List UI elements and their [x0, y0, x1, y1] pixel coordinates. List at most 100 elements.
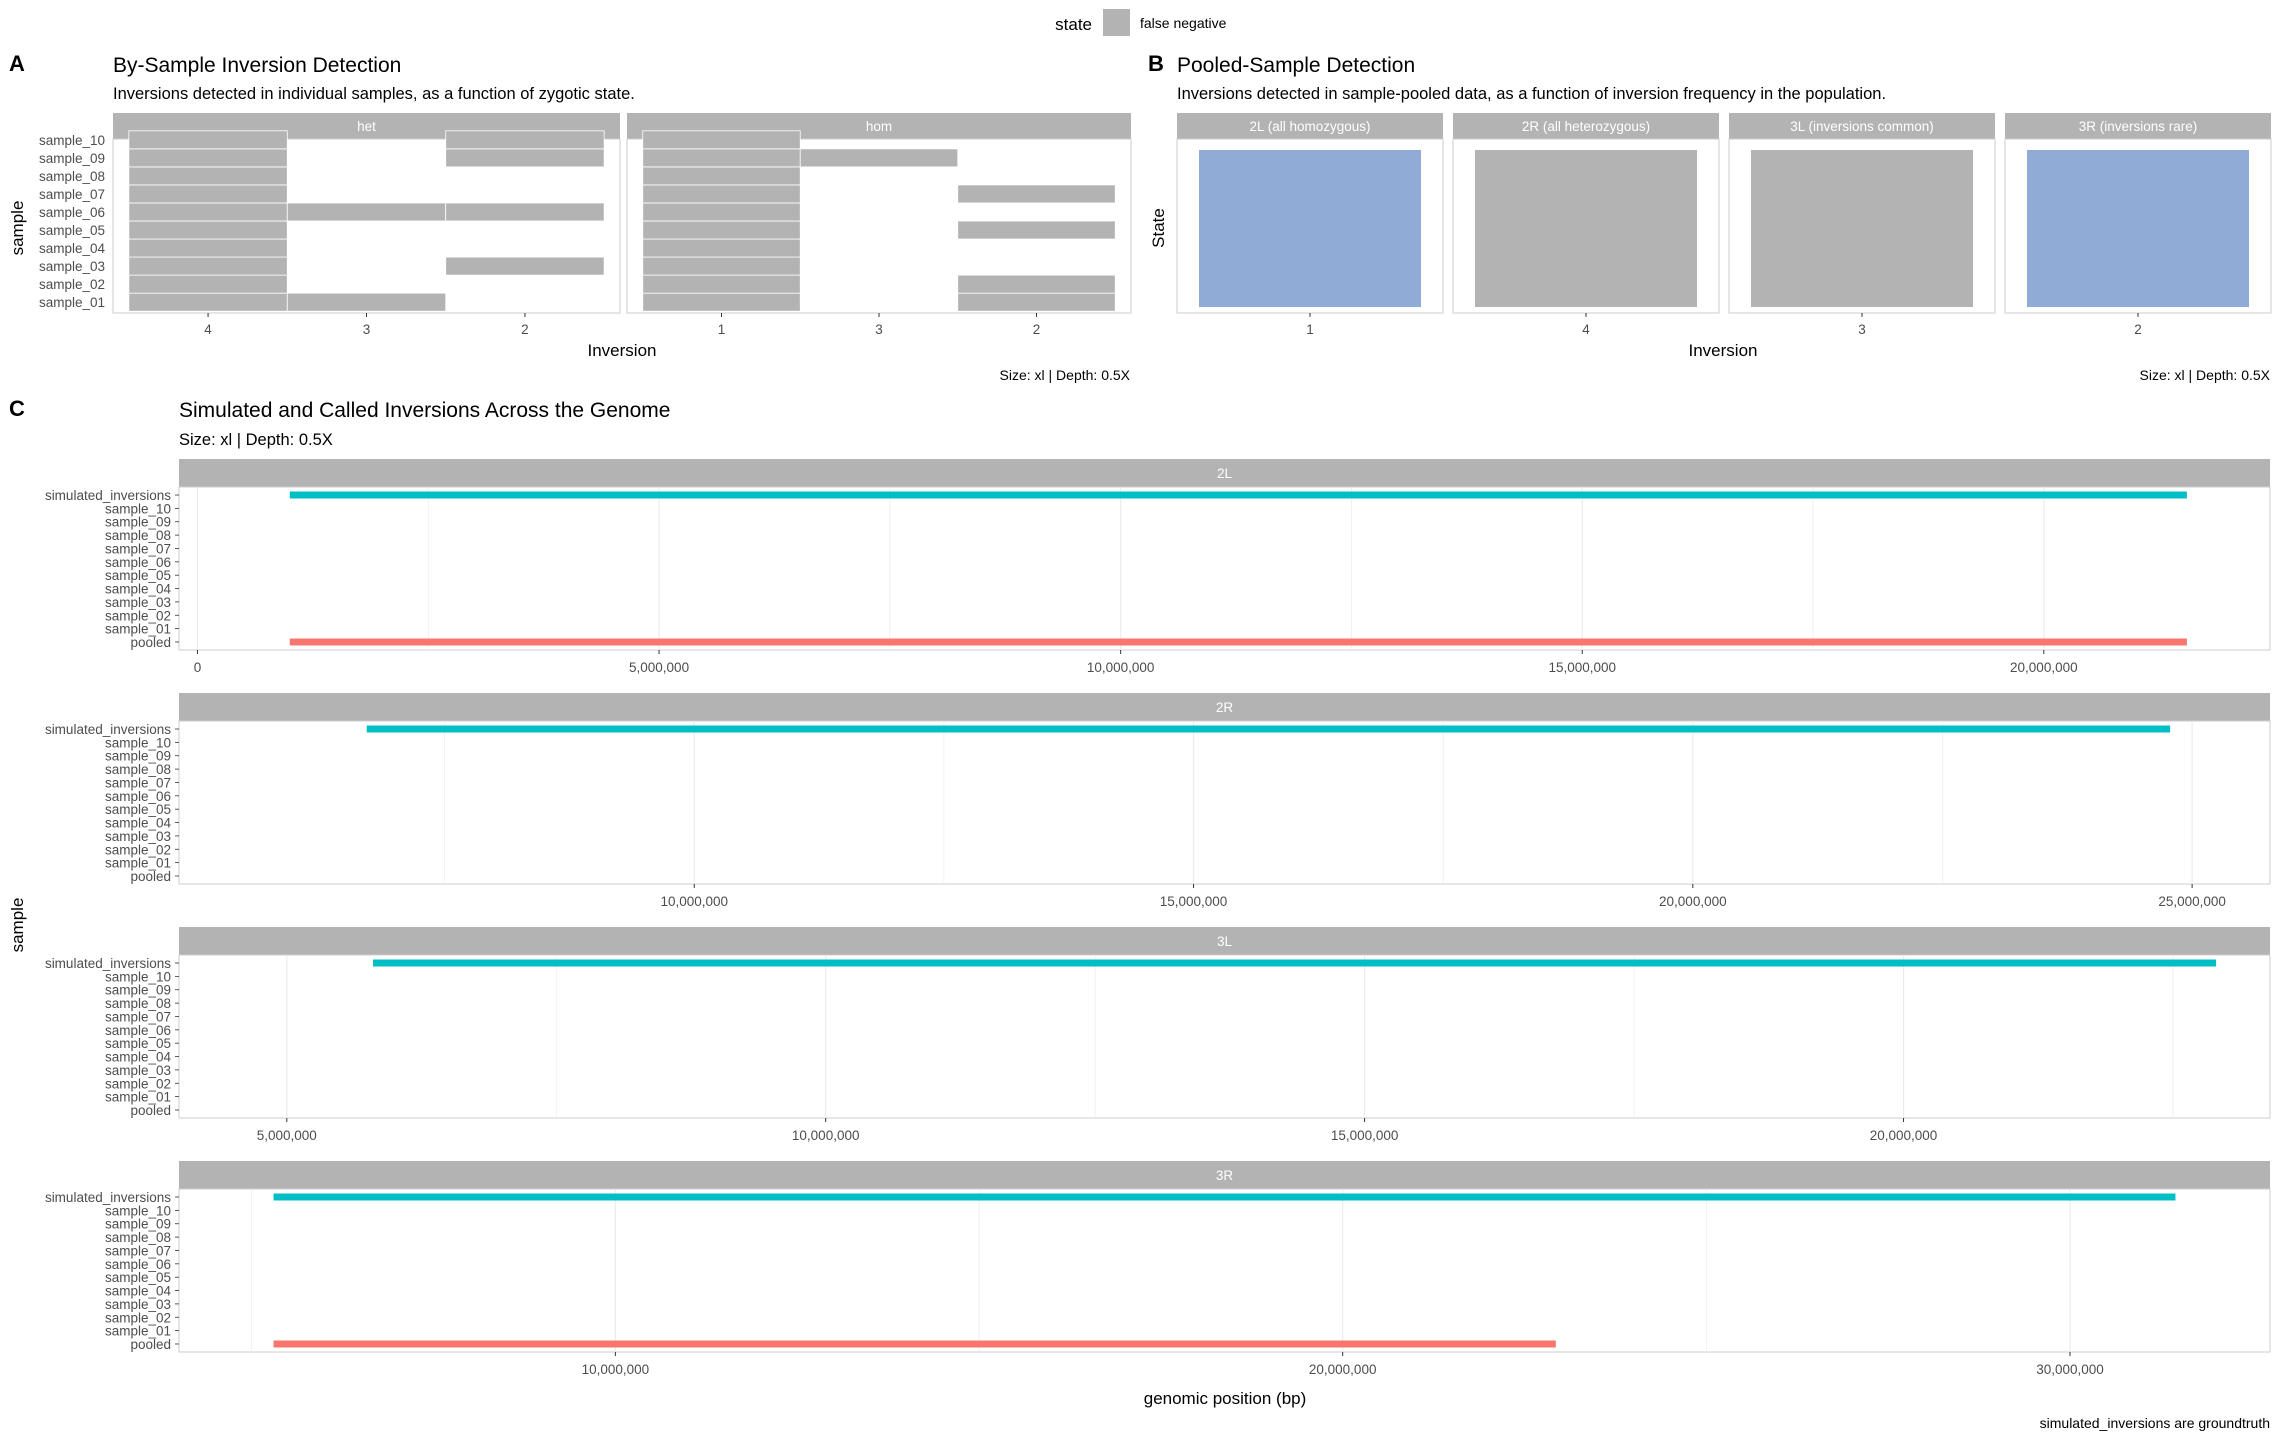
y-tick-label-c: sample_07 [105, 775, 171, 790]
x-tick-label-c: 10,000,000 [792, 1128, 860, 1143]
y-tick-label-c: sample_05 [105, 802, 171, 817]
x-tick-label-c: 20,000,000 [1870, 1128, 1938, 1143]
panel-c-caption: simulated_inversions are groundtruth [2040, 1415, 2270, 1431]
y-tick-label-c: sample_02 [105, 1076, 171, 1091]
bar-b-1 [1199, 150, 1421, 307]
panel-c-frame [178, 486, 2271, 651]
x-tick-label-c: 20,000,000 [1309, 1362, 1377, 1377]
panel-b-marks: 2L (all homozygous) 1 2R (all heterozygous… [1176, 113, 2272, 337]
y-tick-label-c: sample_06 [105, 555, 171, 570]
panel-c: Simulated and Called Inversions Across t… [8, 399, 2271, 1431]
y-tick-label-c: sample_05 [105, 1036, 171, 1051]
x-tick-label-a: 4 [204, 322, 212, 337]
facet-label-c: 3R [1216, 1168, 1234, 1183]
y-tick-label-c: sample_01 [105, 1090, 171, 1105]
y-tick-label-c: sample_08 [105, 762, 171, 777]
panel-c-xlabel: genomic position (bp) [1144, 1389, 1307, 1408]
y-tick-label-c: sample_08 [105, 996, 171, 1011]
panel-c-frame [178, 1188, 2271, 1353]
panel-c-frame [178, 720, 2271, 885]
y-tick-label-c: sample_02 [105, 608, 171, 623]
tile-hom-inv1-sample_07 [642, 184, 801, 204]
tile-het-inv4-sample_08 [128, 166, 288, 186]
y-tick-label-c: sample_09 [105, 1217, 171, 1232]
x-tick-label-a: 1 [718, 322, 726, 337]
panel-c-frame [178, 954, 2271, 1119]
x-tick-label-b: 4 [1582, 322, 1590, 337]
y-tick-label-c: sample_03 [105, 829, 171, 844]
x-tick-label-a: 2 [521, 322, 529, 337]
y-tick-label-c: sample_09 [105, 515, 171, 530]
y-tick-label-c: sample_04 [105, 816, 172, 831]
y-tick-label-a: sample_09 [39, 151, 105, 166]
x-tick-label-c: 30,000,000 [2036, 1362, 2104, 1377]
y-tick-label-c: sample_04 [105, 1050, 172, 1065]
tile-het-inv4-sample_10 [128, 130, 288, 150]
y-tick-label-c: pooled [130, 1103, 171, 1118]
panel-b-xlabel: Inversion [1689, 341, 1758, 360]
y-tick-label-c: sample_02 [105, 1310, 171, 1325]
y-tick-label-c: sample_04 [105, 1284, 172, 1299]
y-tick-label-c: sample_06 [105, 1257, 171, 1272]
y-tick-label-c: sample_10 [105, 735, 171, 750]
tile-hom-inv2-sample_05 [957, 220, 1116, 240]
panel-a-caption: Size: xl | Depth: 0.5X [1000, 367, 1131, 383]
panel-c-ylabel: sample [8, 898, 27, 953]
bar-b-2 [2027, 150, 2249, 307]
y-tick-label-c: sample_01 [105, 622, 171, 637]
tile-hom-inv1-sample_09 [642, 148, 801, 168]
y-tick-label-c: sample_07 [105, 1009, 171, 1024]
y-tick-label-c: sample_08 [105, 528, 171, 543]
y-tick-label-c: sample_01 [105, 1324, 171, 1339]
tile-hom-inv2-sample_07 [957, 184, 1116, 204]
x-tick-label-b: 1 [1306, 322, 1314, 337]
y-tick-label-c: sample_05 [105, 568, 171, 583]
y-tick-label-c: sample_01 [105, 856, 171, 871]
facet-strip-c [179, 1161, 2270, 1189]
y-tick-label-c: sample_03 [105, 1297, 171, 1312]
bar-b-4 [1475, 150, 1697, 307]
facet-label-a-hom: hom [866, 119, 892, 134]
y-tick-label-c: pooled [130, 635, 171, 650]
tile-hom-inv1-sample_04 [642, 238, 801, 258]
panel-b: Pooled-Sample Detection Inversions detec… [1149, 54, 2272, 383]
y-tick-label-c: sample_09 [105, 749, 171, 764]
legend: state false negative [1055, 9, 1227, 36]
tile-hom-inv1-sample_08 [642, 166, 801, 186]
y-tick-label-c: sample_02 [105, 842, 171, 857]
tile-het-inv4-sample_03 [128, 256, 288, 276]
x-tick-label-c: 10,000,000 [582, 1362, 650, 1377]
legend-key [1103, 9, 1130, 36]
y-tick-label-c: sample_09 [105, 983, 171, 998]
y-tick-label-c: simulated_inversions [45, 1190, 171, 1205]
panel-c-marks: 2Lsimulated_inversionssample_10sample_09… [45, 459, 2271, 1377]
panel-c-subtitle: Size: xl | Depth: 0.5X [179, 431, 333, 449]
facet-strip-b [1729, 113, 1995, 139]
panel-a-subtitle: Inversions detected in individual sample… [113, 85, 635, 103]
panel-letter-b: B [1148, 51, 1164, 76]
x-tick-label-c: 0 [194, 660, 202, 675]
tile-het-inv3-sample_01 [286, 292, 447, 312]
x-tick-label-c: 15,000,000 [1160, 894, 1228, 909]
y-tick-label-c: sample_04 [105, 582, 172, 597]
tile-het-inv4-sample_09 [128, 148, 288, 168]
legend-title: state [1055, 15, 1092, 34]
y-tick-label-c: sample_07 [105, 1243, 171, 1258]
y-tick-label-a: sample_07 [39, 187, 105, 202]
panel-c-title: Simulated and Called Inversions Across t… [179, 399, 670, 422]
y-tick-label-c: sample_03 [105, 595, 171, 610]
x-tick-label-c: 20,000,000 [2010, 660, 2078, 675]
panel-b-ylabel: State [1149, 208, 1168, 248]
panel-b-caption: Size: xl | Depth: 0.5X [2140, 367, 2271, 383]
y-tick-label-c: sample_07 [105, 541, 171, 556]
facet-label-b: 3L (inversions common) [1790, 119, 1934, 134]
x-tick-label-c: 5,000,000 [629, 660, 689, 675]
y-tick-label-c: sample_05 [105, 1270, 171, 1285]
facet-label-b: 2L (all homozygous) [1249, 119, 1370, 134]
y-tick-label-c: sample_06 [105, 1023, 171, 1038]
x-tick-label-c: 15,000,000 [1331, 1128, 1399, 1143]
x-tick-label-b: 2 [2134, 322, 2142, 337]
tile-het-inv4-sample_01 [128, 292, 288, 312]
facet-label-c: 3L [1217, 934, 1233, 949]
